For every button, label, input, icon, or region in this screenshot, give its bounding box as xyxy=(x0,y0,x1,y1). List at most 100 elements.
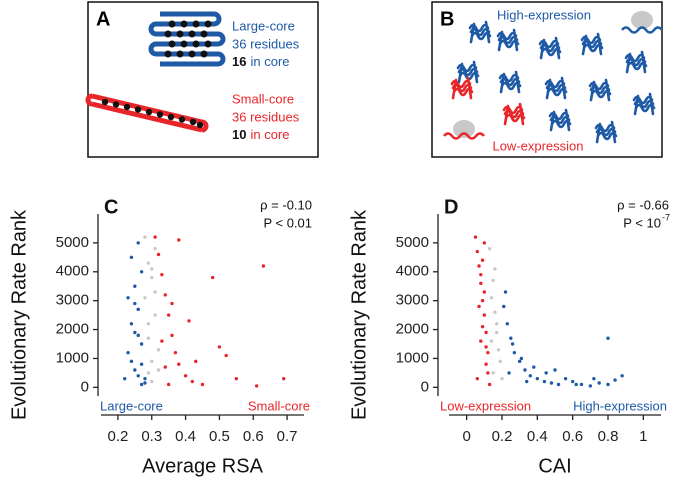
point xyxy=(143,381,147,385)
point xyxy=(489,339,494,343)
x-tick-label: 0.4 xyxy=(527,428,548,445)
point xyxy=(143,296,147,300)
point xyxy=(495,322,499,326)
point xyxy=(183,374,188,378)
point xyxy=(160,339,164,343)
point xyxy=(146,322,151,326)
point xyxy=(153,290,157,294)
point xyxy=(166,382,171,387)
point xyxy=(498,359,502,364)
point xyxy=(496,348,501,352)
point xyxy=(486,350,490,355)
series-label: Small-core xyxy=(248,398,310,413)
point xyxy=(505,322,509,326)
point xyxy=(177,362,181,366)
stat-exponent: -7 xyxy=(662,212,670,222)
point xyxy=(482,290,487,294)
point xyxy=(477,304,481,309)
point xyxy=(475,249,479,254)
panel-letter: C xyxy=(104,196,118,218)
point xyxy=(502,304,506,309)
y-tick-label: 0 xyxy=(81,378,89,395)
ribosome xyxy=(453,120,475,138)
point xyxy=(177,238,181,242)
point xyxy=(484,362,488,366)
proteins xyxy=(456,20,656,144)
point xyxy=(588,384,593,388)
label: High-expression xyxy=(497,7,591,22)
x-tick-label: 0.3 xyxy=(141,428,162,445)
series-label: High-expression xyxy=(573,398,667,413)
point xyxy=(234,376,239,381)
point xyxy=(510,342,515,346)
point xyxy=(556,382,561,387)
point xyxy=(153,235,157,239)
point xyxy=(200,382,205,387)
point xyxy=(150,379,154,384)
point xyxy=(479,272,483,277)
stat: P < 0.01 xyxy=(263,215,312,230)
point xyxy=(156,348,161,352)
point xyxy=(217,345,222,349)
panel-letter: D xyxy=(444,196,458,218)
point xyxy=(597,381,601,385)
point xyxy=(479,339,483,343)
point xyxy=(486,371,490,375)
point xyxy=(477,264,481,268)
point xyxy=(156,252,161,257)
point xyxy=(254,384,259,388)
point xyxy=(139,342,144,346)
point xyxy=(480,258,485,262)
point xyxy=(146,371,151,375)
point xyxy=(574,382,578,387)
point xyxy=(126,350,130,355)
point xyxy=(532,365,536,369)
point xyxy=(479,281,483,286)
point xyxy=(136,374,140,378)
point xyxy=(153,313,157,317)
point xyxy=(489,296,494,300)
y-axis-label: Evolutionary Rate Rank xyxy=(348,209,370,420)
mrna xyxy=(621,26,663,34)
point xyxy=(136,241,140,245)
point xyxy=(503,290,508,294)
point xyxy=(224,353,228,358)
point xyxy=(261,264,266,268)
point xyxy=(139,270,144,274)
point xyxy=(133,368,137,372)
panel-frame xyxy=(431,1,663,158)
x-tick-label: 0.8 xyxy=(598,428,619,445)
label: Large-core xyxy=(232,18,295,33)
y-tick-label: 0 xyxy=(421,378,429,395)
point xyxy=(129,255,134,260)
label: Low-expression xyxy=(492,138,583,153)
point xyxy=(493,267,497,271)
point xyxy=(519,356,524,361)
label: in core xyxy=(250,127,289,142)
point xyxy=(129,322,134,326)
point xyxy=(166,313,171,317)
point xyxy=(150,275,154,280)
point xyxy=(509,336,513,340)
point xyxy=(173,350,178,355)
point xyxy=(553,368,557,372)
point xyxy=(282,376,286,381)
y-tick-label: 4000 xyxy=(56,263,89,280)
label: 10 in core xyxy=(232,127,290,142)
x-axis-label: Average RSA xyxy=(142,455,263,477)
point xyxy=(570,379,575,384)
point xyxy=(163,365,167,369)
x-tick-label: 0.2 xyxy=(492,428,513,445)
point xyxy=(500,376,504,381)
point xyxy=(535,376,540,381)
y-tick-label: 2000 xyxy=(396,321,429,338)
point xyxy=(122,376,127,381)
point xyxy=(579,382,584,387)
point xyxy=(133,301,137,306)
point xyxy=(482,241,487,245)
x-tick-label: 0.2 xyxy=(107,428,128,445)
label: 36 residues xyxy=(232,109,300,124)
point xyxy=(512,350,517,355)
point xyxy=(139,382,144,387)
